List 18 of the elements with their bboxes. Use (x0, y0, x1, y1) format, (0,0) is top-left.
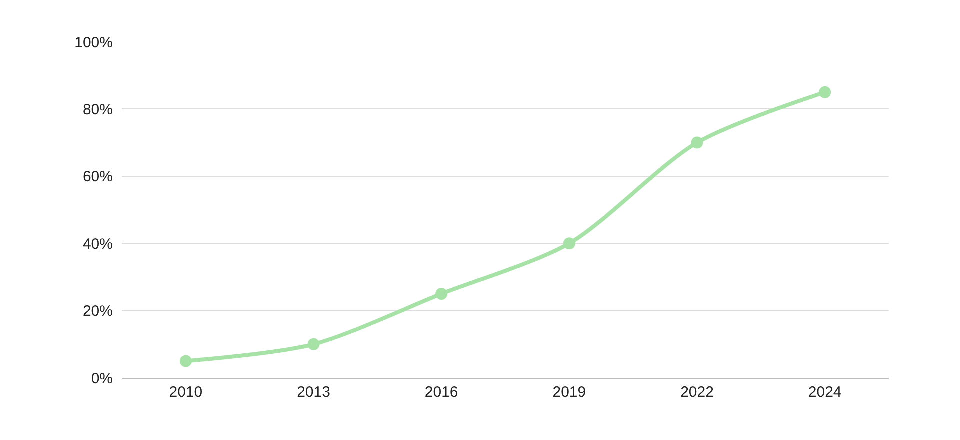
x-tick-label: 2013 (297, 384, 330, 401)
point (691, 136, 704, 149)
y-tick-label: 100% (74, 34, 113, 52)
y-tick-label: 80% (82, 101, 113, 118)
x-tick-label: 2019 (552, 384, 586, 401)
x-tick-label: 2024 (808, 384, 842, 401)
y-tick-label: 60% (82, 168, 113, 186)
point (436, 288, 448, 300)
point (563, 238, 576, 250)
y-tick-label: 40% (82, 236, 113, 253)
y-tick-label: 0% (91, 370, 113, 388)
point (819, 86, 832, 98)
x-tick-label: 2010 (169, 384, 203, 401)
y-tick-label: 20% (82, 303, 113, 320)
point (308, 338, 320, 350)
x-tick-label: 2022 (680, 384, 714, 401)
point (180, 355, 192, 368)
x-tick-label: 2016 (424, 384, 458, 401)
